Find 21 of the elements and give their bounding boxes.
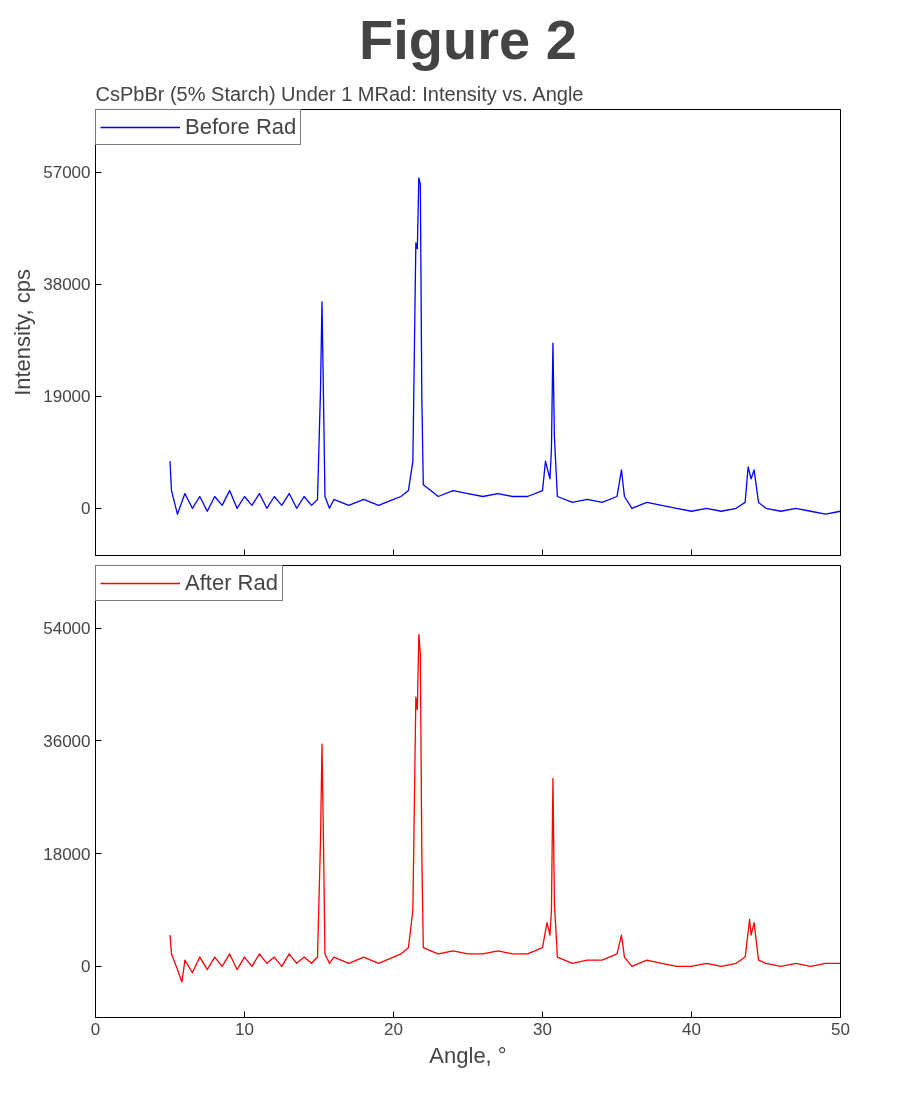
y-tick-label: 0 [81,499,91,519]
y-tick-label: 36000 [43,731,91,751]
line-series [169,177,841,515]
y-tick-label: 57000 [43,163,91,183]
y-tick-label: 54000 [43,619,91,639]
y-tick-label: 0 [81,957,91,977]
x-axis-title: Angle, ° [429,1042,507,1068]
chart-title: Figure 2 [359,7,577,71]
chart-subtitle: CsPbBr (5% Starch) Under 1 MRad: Intensity vs. Angle [95,82,584,105]
x-tick-label: 40 [682,1019,701,1039]
y-tick-label: 19000 [43,387,91,407]
x-tick-label: 10 [235,1019,254,1039]
x-tick-label: 50 [831,1019,850,1039]
y-tick-label: 38000 [43,275,91,295]
y-axis-title: Intensity, cps [10,269,36,396]
legend-label: Before Rad [185,114,297,140]
x-tick-label: 20 [384,1019,403,1039]
line-series [169,633,841,983]
x-tick-label: 30 [533,1019,552,1039]
legend-label: After Rad [185,570,278,596]
y-tick-label: 18000 [43,844,91,864]
